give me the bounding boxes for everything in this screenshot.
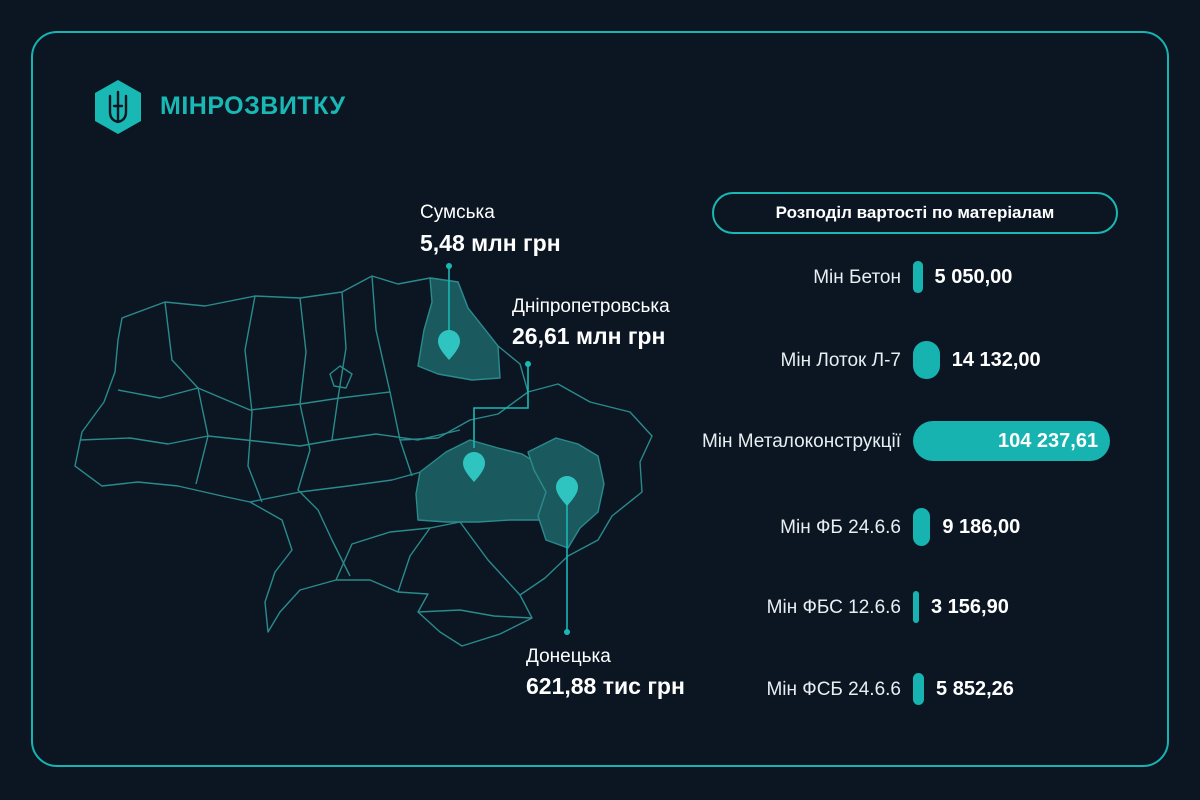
region-value-dnipropetrovska: 26,61 млн грн [512, 323, 666, 349]
brand-name: МІНРОЗВИТКУ [160, 92, 346, 120]
bar [913, 261, 923, 293]
location-pin-icon [438, 330, 578, 506]
chart-title: Розподіл вартості по матеріалам [712, 192, 1118, 234]
region-label-donetska: Донецька [526, 646, 611, 667]
map-outline [74, 275, 653, 647]
bar-category-label: Мін ФБ 24.6.6 [780, 516, 901, 538]
bar [913, 421, 1110, 461]
bar-category-label: Мін ФСБ 24.6.6 [766, 678, 901, 700]
bar [913, 341, 940, 379]
region-label-sumska: Сумська [420, 202, 495, 223]
region-value-donetska: 621,88 тис грн [526, 673, 685, 699]
bar [913, 591, 919, 623]
callout-dots [446, 263, 570, 635]
card-frame [31, 31, 1169, 767]
bar [913, 673, 925, 705]
bar-value-label: 9 186,00 [942, 515, 1021, 538]
callout-lines [448, 266, 568, 632]
bar-value-label: 5 852,26 [936, 677, 1014, 700]
region-sumska [417, 277, 501, 381]
bar-category-label: Мін ФБС 12.6.6 [766, 596, 901, 618]
bar-value-label: 3 156,90 [931, 595, 1009, 618]
region-label-dnipropetrovska: Дніпропетровська [512, 296, 670, 317]
bar-category-label: Мін Металоконструкції [701, 430, 901, 452]
bar-category-label: Мін Бетон [813, 266, 901, 288]
bar [913, 508, 931, 546]
bar-value-label: 5 050,00 [934, 265, 1013, 288]
region-value-sumska: 5,48 млн грн [420, 230, 561, 256]
bar-value-label: 104 237,61 [998, 429, 1099, 452]
bar-value-label: 14 132,00 [951, 348, 1041, 371]
trident-icon [95, 80, 141, 134]
bar-category-label: Мін Лоток Л-7 [780, 349, 901, 371]
